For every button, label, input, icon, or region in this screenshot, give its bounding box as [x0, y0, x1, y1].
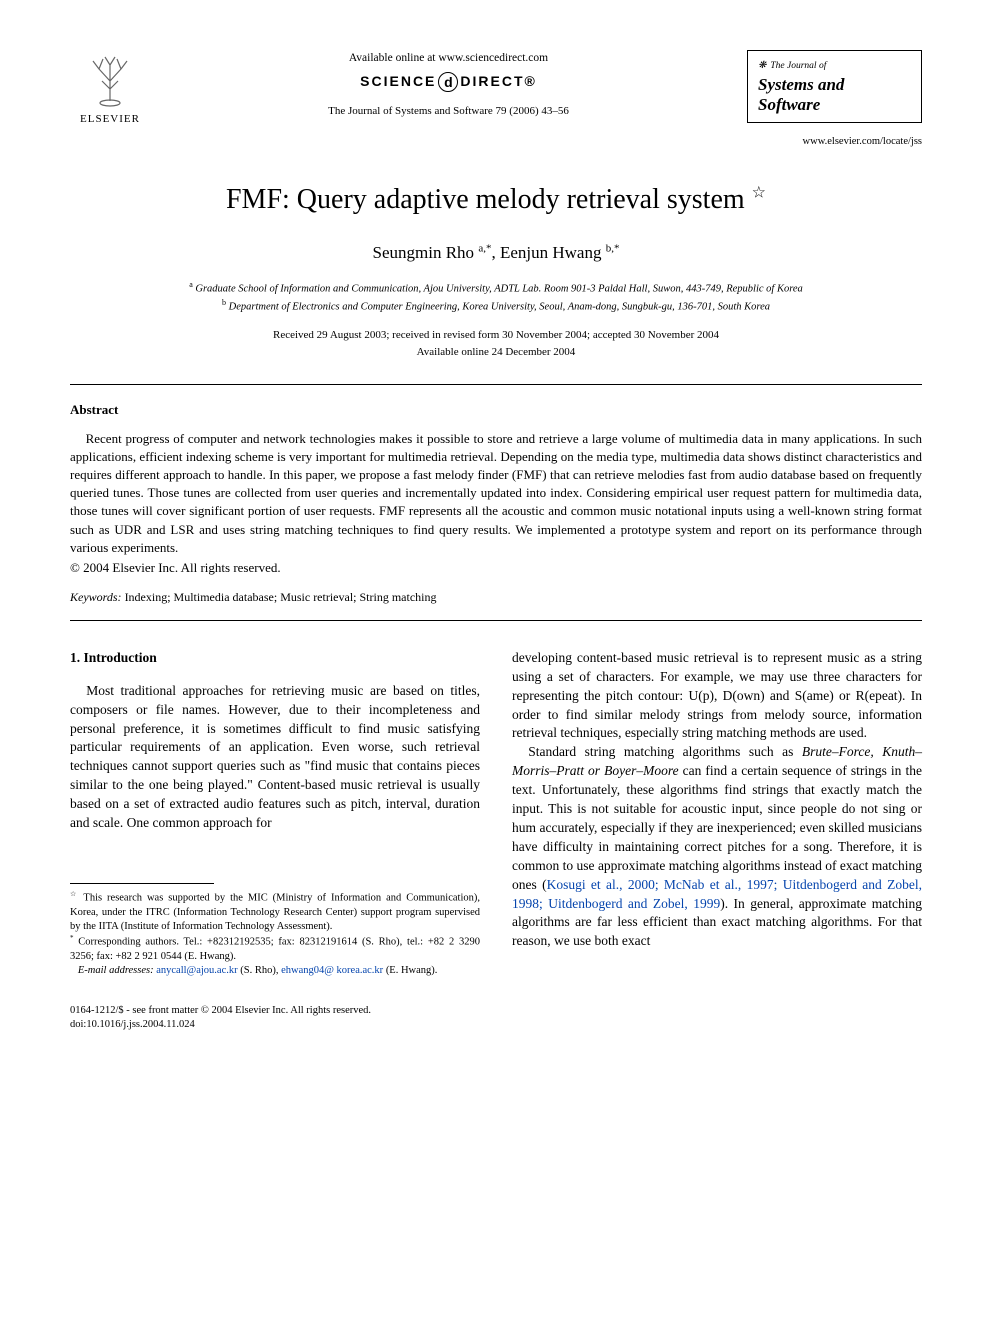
article-title: FMF: Query adaptive melody retrieval sys… — [70, 180, 922, 219]
title-text: FMF: Query adaptive melody retrieval sys… — [226, 184, 745, 215]
abstract-heading: Abstract — [70, 401, 922, 419]
abstract-copyright: © 2004 Elsevier Inc. All rights reserved… — [70, 559, 922, 577]
column-right: developing content-based music retrieval… — [512, 649, 922, 1032]
title-footnote-star: ☆ — [752, 185, 766, 202]
publisher-logo: ELSEVIER — [70, 50, 150, 127]
journal-logo-small: ❋The Journal of — [758, 59, 911, 73]
email-link-2[interactable]: ehwang04@ korea.ac.kr — [281, 965, 383, 976]
header-center: Available online at www.sciencedirect.co… — [150, 50, 747, 120]
footnote-rule — [70, 883, 214, 884]
author-1: Seungmin Rho — [373, 243, 475, 262]
received-date: Received 29 August 2003; received in rev… — [70, 327, 922, 344]
rule-above-abstract — [70, 384, 922, 385]
front-matter: 0164-1212/$ - see front matter © 2004 El… — [70, 1004, 480, 1018]
abstract-section: Abstract Recent progress of computer and… — [70, 401, 922, 577]
author-2: Eenjun Hwang — [500, 243, 602, 262]
intro-para-2: Standard string matching algorithms such… — [512, 743, 922, 951]
email-link-1[interactable]: anycall@ajou.ac.kr — [156, 965, 237, 976]
sd-at-icon: d — [438, 72, 458, 92]
author-2-affil: b,* — [606, 243, 620, 255]
keywords: Keywords: Indexing; Multimedia database;… — [70, 589, 922, 606]
sd-left: SCIENCE — [360, 73, 436, 89]
sciencedirect-logo: SCIENCEdDIRECT® — [150, 72, 747, 92]
authors: Seungmin Rho a,*, Eenjun Hwang b,* — [70, 241, 922, 265]
footer-meta: 0164-1212/$ - see front matter © 2004 El… — [70, 1004, 480, 1032]
available-date: Available online 24 December 2004 — [70, 344, 922, 361]
footnote-corresponding: * Corresponding authors. Tel.: +82312192… — [70, 934, 480, 964]
rule-below-keywords — [70, 620, 922, 621]
page-header: ELSEVIER Available online at www.science… — [70, 50, 922, 127]
section-1-heading: 1. Introduction — [70, 649, 480, 668]
journal-url[interactable]: www.elsevier.com/locate/jss — [70, 135, 922, 150]
journal-logo-main: Systems and Software — [758, 75, 911, 114]
sd-right: DIRECT® — [460, 73, 536, 89]
author-1-affil: a,* — [478, 243, 491, 255]
doi: doi:10.1016/j.jss.2004.11.024 — [70, 1018, 480, 1032]
available-online-text: Available online at www.sciencedirect.co… — [150, 50, 747, 66]
footnotes: ☆ This research was supported by the MIC… — [70, 890, 480, 978]
journal-logo-box: ❋The Journal of Systems and Software — [747, 50, 922, 123]
publisher-name: ELSEVIER — [80, 112, 140, 127]
affiliation-a: a Graduate School of Information and Com… — [70, 279, 922, 297]
affiliations: a Graduate School of Information and Com… — [70, 279, 922, 315]
intro-para-1-cont: developing content-based music retrieval… — [512, 649, 922, 743]
footnote-emails: E-mail addresses: anycall@ajou.ac.kr (S.… — [70, 964, 480, 978]
keywords-text: Indexing; Multimedia database; Music ret… — [122, 590, 437, 604]
keywords-label: Keywords: — [70, 590, 122, 604]
intro-para-1: Most traditional approaches for retrievi… — [70, 682, 480, 833]
journal-logo-block: ❋The Journal of Systems and Software — [747, 50, 922, 123]
abstract-text: Recent progress of computer and network … — [70, 430, 922, 557]
article-dates: Received 29 August 2003; received in rev… — [70, 327, 922, 360]
column-left: 1. Introduction Most traditional approac… — [70, 649, 480, 1032]
footnote-funding: ☆ This research was supported by the MIC… — [70, 890, 480, 934]
affiliation-b: b Department of Electronics and Computer… — [70, 297, 922, 315]
journal-reference: The Journal of Systems and Software 79 (… — [150, 104, 747, 119]
body-columns: 1. Introduction Most traditional approac… — [70, 649, 922, 1032]
elsevier-tree-icon — [80, 50, 140, 110]
